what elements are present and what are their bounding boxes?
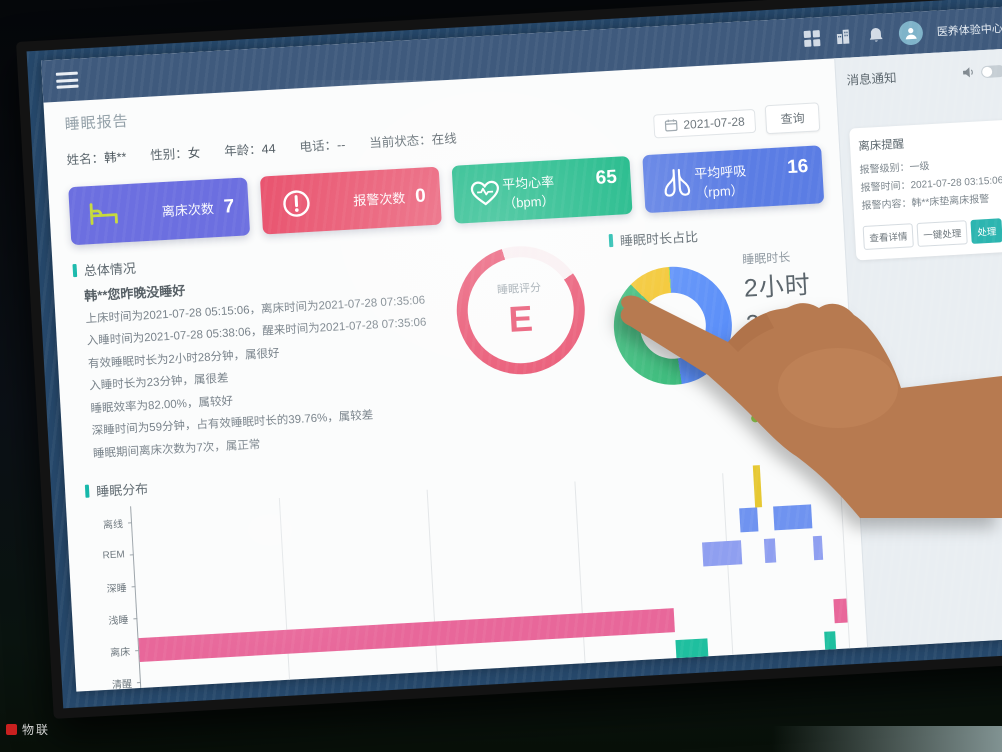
patient-phone: 电话：--	[299, 137, 346, 155]
app-topbar: 医养体验中心	[41, 6, 1002, 103]
hypnogram-segment-离床[interactable]	[138, 608, 676, 663]
alert-icon	[274, 185, 318, 221]
brand-logo-text: 物联	[22, 723, 51, 737]
one-key-handle-button[interactable]: 一键处理	[916, 220, 968, 247]
bell-icon[interactable]	[866, 25, 885, 44]
hypnogram-x-tick: 06:00 07-28	[721, 664, 746, 691]
sidebar-title: 消息通知	[846, 70, 897, 88]
stat-card-respiration[interactable]: 平均呼吸（rpm） 16	[642, 145, 825, 214]
hypnogram-row-label: 浅睡	[108, 615, 129, 628]
menu-icon[interactable]	[55, 71, 79, 89]
stat-card-heart-rate[interactable]: 平均心率（bpm） 65	[451, 155, 633, 224]
person-icon	[905, 28, 917, 40]
brand-logo: 物联	[6, 721, 50, 738]
query-button[interactable]: 查询	[764, 102, 821, 135]
apps-grid-icon[interactable]	[803, 29, 822, 48]
hypnogram-segment-离线[interactable]	[752, 465, 763, 508]
distribution-section-title: 睡眠分布	[95, 481, 149, 500]
hypnogram-chart	[127, 465, 851, 692]
stat-card-alarms[interactable]: 报警次数 0	[259, 166, 442, 235]
section-marker	[608, 233, 614, 248]
stat-value: 65	[595, 166, 618, 189]
date-value: 2021-07-28	[682, 113, 746, 132]
overview-section: 总体情况 韩**您昨晚没睡好 上床时间为2021-07-28 05:15:06，…	[71, 226, 435, 466]
patient-gender: 性别：女	[149, 145, 201, 163]
stat-label: 平均呼吸（rpm）	[693, 162, 747, 200]
hypnogram-segment-REM[interactable]	[772, 504, 812, 531]
duration-section-title: 睡眠时长占比	[619, 229, 699, 249]
hypnogram-row-label: 清醒	[111, 678, 133, 692]
main-panel: 睡眠报告 姓名：韩** 性别：女 年龄：44 电话：-- 当前状态：在线 202…	[43, 58, 878, 692]
section-marker	[84, 484, 90, 498]
stat-label: 报警次数	[352, 190, 406, 209]
hypnogram-segment-深睡[interactable]	[764, 538, 777, 563]
hypnogram-segment-清醒[interactable]	[675, 638, 709, 665]
bed-icon	[83, 196, 127, 232]
notification-sidebar: 消息通知 离床提醒 报警级别：一级 报警时间：2021-07-28 03:15:…	[834, 48, 1002, 648]
sleep-score-grade: E	[507, 297, 534, 340]
user-name[interactable]: 医养体验中心	[936, 22, 1002, 39]
hypnogram-segment-离床[interactable]	[833, 598, 848, 624]
sleep-duration-donut-chart	[610, 263, 736, 388]
touchscreen-display: 医养体验中心 睡眠报告 姓名：韩** 性别：女 年龄：44 电话：-- 当前状态…	[16, 0, 1002, 719]
legend-item-out-of-bed: 离床 0.25% 00:00:22	[750, 404, 872, 429]
date-picker[interactable]: 2021-07-28	[652, 108, 757, 139]
sleep-score-gauge: 睡眠评分 E	[452, 242, 588, 378]
calendar-icon	[664, 119, 678, 132]
app-window: 医养体验中心 睡眠报告 姓名：韩** 性别：女 年龄：44 电话：-- 当前状态…	[41, 6, 1002, 692]
speaker-icon[interactable]	[962, 66, 976, 80]
alert-card[interactable]: 离床提醒 报警级别：一级 报警时间：2021-07-28 03:15:06 报警…	[849, 119, 1002, 261]
hypnogram-segment-清醒[interactable]	[824, 631, 837, 656]
overview-section-title: 总体情况	[83, 260, 137, 279]
view-detail-button[interactable]: 查看详情	[862, 223, 915, 250]
hypnogram-x-tick: 07:35 07-28	[839, 658, 864, 692]
brand-logo-mark	[6, 724, 17, 735]
hypnogram-segment-深睡[interactable]	[701, 540, 743, 567]
table-reflection	[772, 726, 1002, 752]
hypnogram-row-label: 离床	[109, 647, 131, 660]
status-badge: 在线	[431, 131, 458, 147]
patient-age: 年龄：44	[223, 141, 276, 159]
heart-icon	[466, 175, 504, 211]
alert-card-title: 离床提醒	[857, 138, 905, 154]
user-avatar[interactable]	[898, 20, 924, 46]
hypnogram-row-label: 深睡	[106, 583, 127, 596]
hypnogram-row-label: REM	[102, 549, 126, 562]
hypnogram-segment-REM[interactable]	[738, 507, 759, 533]
stat-value: 0	[414, 185, 427, 207]
stat-label: 离床次数	[161, 201, 215, 220]
duration-metric-value: 2小时28分	[743, 271, 812, 339]
section-marker	[72, 263, 78, 278]
patient-name: 姓名：韩**	[66, 150, 127, 168]
hypnogram-segment-深睡[interactable]	[812, 535, 824, 561]
notification-toggle[interactable]	[980, 64, 1002, 78]
building-icon[interactable]	[835, 27, 854, 46]
hypnogram-row-label: 离线	[102, 519, 124, 532]
lungs-icon	[657, 164, 695, 200]
stat-label: 平均心率（bpm）	[501, 173, 555, 211]
stat-value: 7	[223, 196, 235, 218]
stat-card-bed-exits[interactable]: 离床次数 7	[68, 177, 250, 246]
stat-value: 16	[786, 155, 809, 178]
handle-button[interactable]: 处理	[970, 218, 1002, 244]
patient-status: 当前状态：在线	[368, 131, 458, 151]
